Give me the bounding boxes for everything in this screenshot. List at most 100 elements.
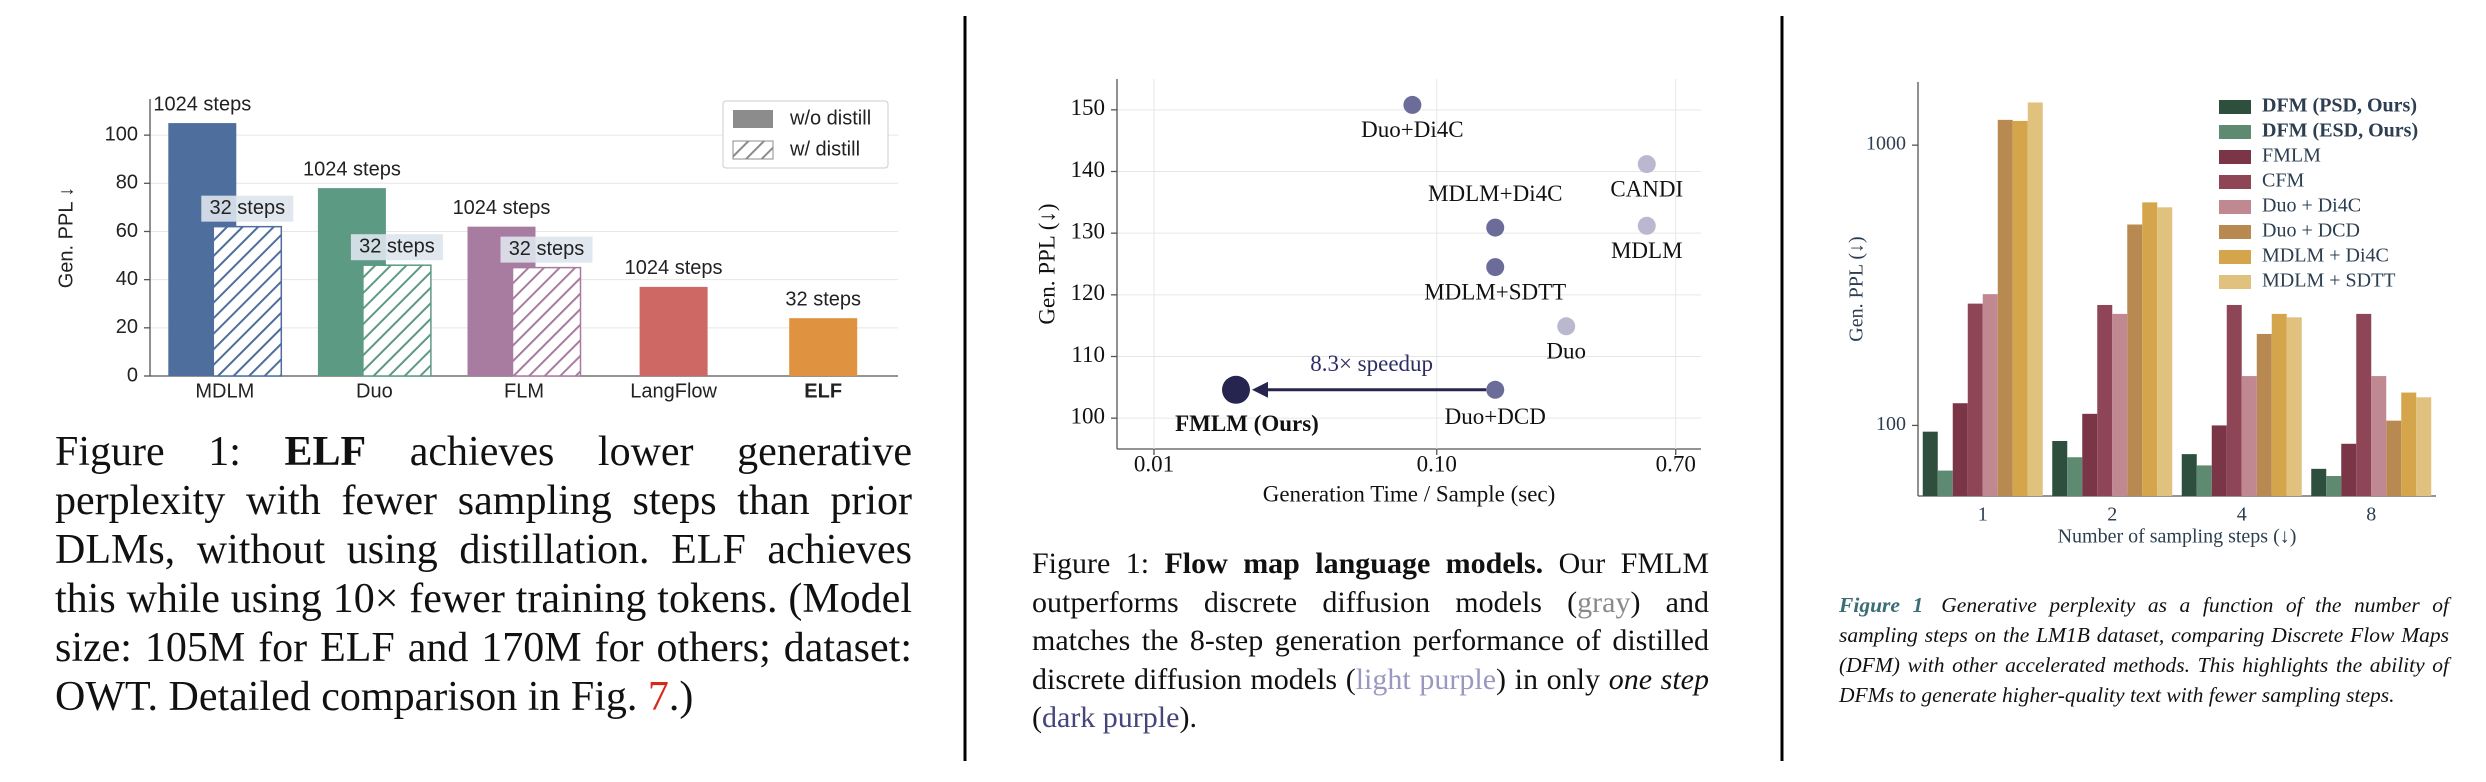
bar xyxy=(2241,376,2257,496)
legend-swatch xyxy=(2219,175,2251,189)
legend-swatch xyxy=(732,140,774,160)
y-axis-label: Gen. PPL (↓) xyxy=(1846,236,1868,341)
bar xyxy=(2097,304,2113,496)
bar xyxy=(2181,454,2197,496)
legend-swatch xyxy=(2219,225,2251,239)
caption-text: ). xyxy=(1179,701,1197,734)
bar xyxy=(212,225,283,377)
y-axis-label: Gen. PPL (↓) xyxy=(1034,203,1059,324)
caption-text: ) in only xyxy=(1496,662,1609,696)
bar-label: 1024 steps xyxy=(303,158,401,180)
y-tick-label: 100 xyxy=(105,123,138,145)
legend-label: w/ distill xyxy=(789,138,860,160)
bar xyxy=(2326,476,2342,496)
point-label: MDLM xyxy=(1611,238,1683,263)
chart: 0 20 40 60 80 100 Gen. PPL ↓ 1024 steps 32 steps… xyxy=(55,93,898,402)
legend-swatch xyxy=(2219,200,2251,214)
bar xyxy=(1937,470,1953,496)
y-tick-label: 140 xyxy=(1071,157,1106,182)
point-label: FMLM (Ours) xyxy=(1175,411,1319,436)
caption-link[interactable]: 7 xyxy=(647,674,669,720)
bar xyxy=(2112,313,2128,496)
point xyxy=(1486,380,1505,399)
bar xyxy=(2386,420,2402,496)
legend-swatch xyxy=(2219,100,2251,114)
point xyxy=(1637,216,1656,235)
point xyxy=(1557,317,1576,336)
bar-label: 1024 steps xyxy=(453,197,551,219)
legend-swatch xyxy=(733,110,773,128)
legend-label: Duo + Di4C xyxy=(2262,195,2361,217)
bar xyxy=(511,266,582,377)
caption: Figure 1 Generative perplexity as a funct… xyxy=(1839,590,2449,710)
bar xyxy=(2286,317,2302,496)
caption-text: .) xyxy=(668,674,694,720)
x-tick-label: 0.10 xyxy=(1417,451,1457,476)
bar xyxy=(2052,440,2068,496)
bar-label: 1024 steps xyxy=(625,257,723,279)
caption-text: gray xyxy=(1577,585,1631,619)
bar xyxy=(2256,333,2272,496)
bar xyxy=(2416,397,2432,496)
bar xyxy=(2271,313,2287,496)
caption-text: Flow map language models. xyxy=(1164,547,1544,580)
caption-text: light purple xyxy=(1355,662,1497,696)
x-tick-label: 8 xyxy=(2366,504,2376,526)
caption-text: Figure 1: xyxy=(1032,547,1165,580)
point xyxy=(1486,218,1505,237)
label-bg xyxy=(500,236,593,263)
caption-text: Our FMLM outperforms discrete diffusion … xyxy=(1032,547,1709,619)
y-tick-label: 60 xyxy=(116,220,138,242)
bar xyxy=(1967,303,1983,496)
y-tick-label: 120 xyxy=(1071,280,1106,305)
caption-text: ELF xyxy=(284,429,367,475)
bar xyxy=(2067,457,2083,496)
bar xyxy=(1982,294,1998,496)
bar xyxy=(2356,313,2372,496)
caption-text: Generative perplexity as a function of t… xyxy=(1839,593,2449,707)
bar xyxy=(639,286,708,376)
x-tick-label: 2 xyxy=(2107,504,2117,526)
caption: Figure 1: ELF achieves lower generative … xyxy=(55,428,912,722)
label-bg xyxy=(350,234,443,261)
bar-label: 32 steps xyxy=(359,235,435,257)
caption-label: Figure 1 xyxy=(1839,593,1924,617)
bar xyxy=(2211,425,2227,496)
bar xyxy=(1922,431,1938,496)
point-label: Duo+DCD xyxy=(1445,404,1546,429)
bar xyxy=(789,318,858,376)
x-tick-label: LangFlow xyxy=(630,380,717,402)
caption-text: achieves lower generative perplexity wit… xyxy=(55,429,912,720)
point-label: Duo xyxy=(1546,339,1586,364)
point xyxy=(1403,95,1422,114)
bar xyxy=(2127,224,2143,496)
bar-label: 32 steps xyxy=(785,288,861,310)
bar xyxy=(1952,403,1968,496)
caption-text: ( xyxy=(1032,701,1042,734)
y-tick-label: 20 xyxy=(116,316,138,338)
bar xyxy=(2142,202,2158,496)
caption: Figure 1: Flow map language models. Our … xyxy=(1032,545,1709,738)
point-label: MDLM+SDTT xyxy=(1424,279,1566,304)
bar xyxy=(2311,468,2327,496)
legend-swatch xyxy=(2219,275,2251,289)
bar xyxy=(2401,392,2417,496)
caption-text: one step xyxy=(1608,662,1709,696)
y-axis-label: Gen. PPL ↓ xyxy=(55,187,77,289)
legend-label: DFM (ESD, Ours) xyxy=(2262,120,2418,142)
bar xyxy=(2371,376,2387,496)
x-tick-label: 1 xyxy=(1978,504,1988,526)
y-tick-label: 0 xyxy=(127,364,138,386)
y-tick-label: 110 xyxy=(1071,342,1105,367)
bar xyxy=(1997,119,2013,496)
bar xyxy=(2226,304,2242,496)
legend-swatch xyxy=(2219,125,2251,139)
y-tick-label: 150 xyxy=(1071,95,1106,120)
legend-label: w/o distill xyxy=(789,107,871,129)
legend-label: Duo + DCD xyxy=(2262,220,2360,242)
bar xyxy=(2012,120,2028,497)
arrow-head xyxy=(1251,381,1268,398)
caption-text: ) and matches the 8-step generation perf… xyxy=(1032,585,1709,696)
